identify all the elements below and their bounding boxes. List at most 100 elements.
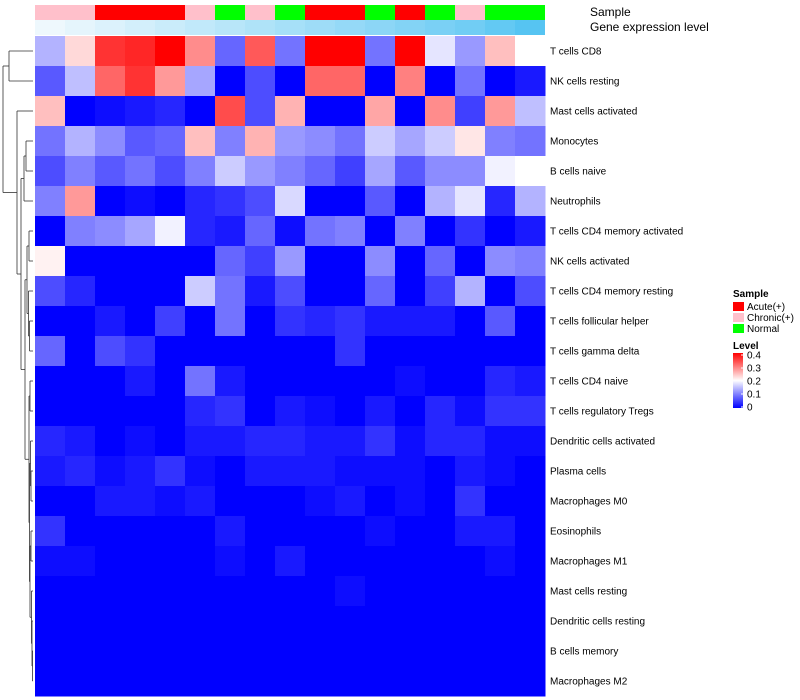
- heatmap-cell: [215, 126, 246, 157]
- heatmap-cell: [155, 486, 186, 517]
- heatmap-cell: [155, 96, 186, 127]
- heatmap-cell: [485, 516, 516, 547]
- heatmap-cell: [425, 336, 456, 367]
- heatmap-cell: [515, 66, 546, 97]
- heatmap-cell: [335, 306, 366, 337]
- heatmap-cell: [125, 66, 156, 97]
- row-label: Dendritic cells activated: [550, 437, 655, 448]
- heatmap-cell: [455, 306, 486, 337]
- heatmap-cell: [275, 606, 306, 637]
- heatmap-cell: [245, 426, 276, 457]
- heatmap-cell: [305, 516, 336, 547]
- heatmap-cell: [95, 96, 126, 127]
- heatmap-cell: [35, 456, 66, 487]
- heatmap-cell: [65, 216, 96, 247]
- heatmap-cell: [425, 486, 456, 517]
- heatmap-cell: [185, 36, 216, 67]
- heatmap-cell: [335, 546, 366, 577]
- heatmap-cell: [155, 126, 186, 157]
- heatmap-cell: [95, 516, 126, 547]
- heatmap-cell: [395, 396, 426, 427]
- heatmap-cell: [95, 426, 126, 457]
- sample-legend: Sample Acute(+)Chronic(+)Normal: [733, 289, 794, 335]
- sample-legend-swatch: [733, 313, 744, 322]
- heatmap-cell: [215, 66, 246, 97]
- heatmap-cell: [125, 156, 156, 187]
- heatmap-cell: [35, 366, 66, 397]
- heatmap-cell: [305, 216, 336, 247]
- heatmap-cell: [425, 546, 456, 577]
- heatmap-cell: [395, 96, 426, 127]
- heatmap-cell: [35, 96, 66, 127]
- heatmap-cell: [305, 426, 336, 457]
- heatmap-cell: [455, 246, 486, 277]
- heatmap-cell: [425, 636, 456, 667]
- heatmap-cell: [245, 66, 276, 97]
- heatmap-cell: [245, 186, 276, 217]
- heatmap-cell: [395, 576, 426, 607]
- heatmap-cell: [305, 606, 336, 637]
- heatmap-cell: [185, 666, 216, 697]
- heatmap-cell: [395, 276, 426, 307]
- heatmap-cell: [515, 486, 546, 517]
- heatmap-cell: [95, 66, 126, 97]
- heatmap-cell: [395, 636, 426, 667]
- annotation-label-expression: Gene expression level: [590, 20, 709, 34]
- heatmap-cell: [245, 456, 276, 487]
- heatmap-cell: [365, 366, 396, 397]
- expression-annotation-cell: [95, 20, 125, 35]
- row-label: Macrophages M2: [550, 677, 628, 688]
- heatmap-cell: [395, 336, 426, 367]
- heatmap-cell: [95, 186, 126, 217]
- heatmap-cell: [65, 306, 96, 337]
- heatmap-cell: [515, 366, 546, 397]
- heatmap-cell: [455, 486, 486, 517]
- heatmap-cell: [95, 366, 126, 397]
- heatmap-cell: [275, 36, 306, 67]
- heatmap-cell: [35, 66, 66, 97]
- heatmap-cell: [185, 186, 216, 217]
- row-label: Mast cells activated: [550, 107, 637, 118]
- heatmap-cell: [395, 216, 426, 247]
- heatmap-cell: [455, 66, 486, 97]
- heatmap-cell: [215, 576, 246, 607]
- heatmap-cell: [275, 396, 306, 427]
- heatmap-cell: [185, 546, 216, 577]
- sample-annotation-cell: [425, 5, 455, 20]
- heatmap-cell: [395, 366, 426, 397]
- heatmap-cell: [215, 336, 246, 367]
- sample-annotation-cell: [125, 5, 155, 20]
- heatmap-cell: [515, 246, 546, 277]
- heatmap-cell: [35, 396, 66, 427]
- heatmap-cell: [395, 546, 426, 577]
- heatmap-cell: [245, 96, 276, 127]
- heatmap-cell: [335, 336, 366, 367]
- heatmap-cell: [305, 246, 336, 277]
- heatmap-cell: [455, 186, 486, 217]
- heatmap-cell: [485, 546, 516, 577]
- heatmap-cell: [425, 426, 456, 457]
- heatmap-cell: [425, 366, 456, 397]
- heatmap-cell: [35, 486, 66, 517]
- heatmap-cell: [65, 666, 96, 697]
- heatmap-cell: [305, 66, 336, 97]
- heatmap-cell: [275, 156, 306, 187]
- heatmap-cell: [215, 36, 246, 67]
- heatmap-cell: [455, 216, 486, 247]
- heatmap-cell: [155, 396, 186, 427]
- sample-annotation-cell: [335, 5, 365, 20]
- heatmap-cell: [395, 426, 426, 457]
- heatmap-cell: [455, 636, 486, 667]
- heatmap-cell: [275, 516, 306, 547]
- heatmap-cell: [185, 486, 216, 517]
- heatmap-cell: [95, 306, 126, 337]
- heatmap-cell: [485, 636, 516, 667]
- heatmap-cell: [305, 546, 336, 577]
- heatmap-cell: [515, 546, 546, 577]
- heatmap-cell: [335, 456, 366, 487]
- row-label: Macrophages M0: [550, 497, 628, 508]
- heatmap-cell: [365, 96, 396, 127]
- heatmap-cell: [155, 36, 186, 67]
- heatmap-cell: [275, 276, 306, 307]
- heatmap-cell: [335, 156, 366, 187]
